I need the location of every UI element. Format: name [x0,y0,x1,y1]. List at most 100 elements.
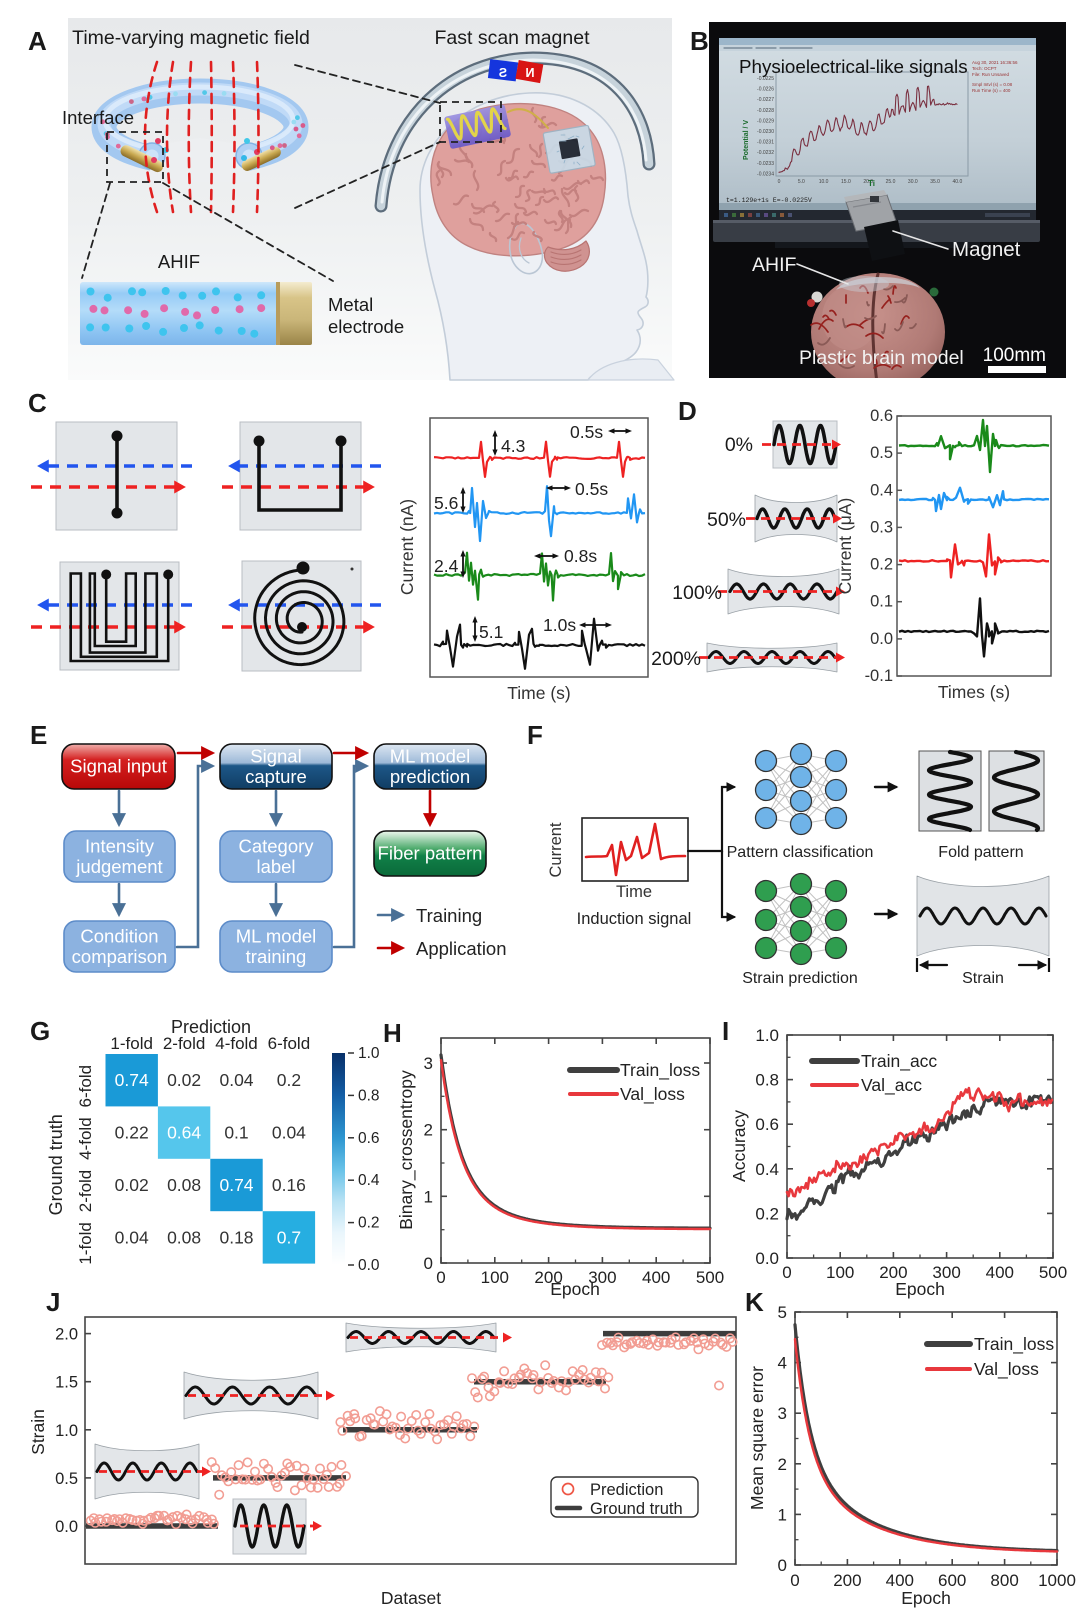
svg-text:N: N [525,66,534,80]
svg-text:0.6: 0.6 [358,1130,380,1147]
svg-text:J: J [46,1287,60,1317]
svg-text:Current (nA): Current (nA) [397,499,417,595]
svg-text:Accuracy: Accuracy [729,1110,749,1182]
svg-text:prediction: prediction [390,766,470,787]
svg-text:Val_loss: Val_loss [620,1084,685,1105]
svg-text:5.6: 5.6 [434,493,458,513]
svg-text:0.0: 0.0 [870,630,893,648]
svg-text:Val_acc: Val_acc [861,1075,922,1096]
svg-text:800: 800 [990,1571,1018,1590]
svg-text:AHIF: AHIF [158,251,200,272]
svg-text:G: G [30,1016,50,1046]
svg-text:-0.0230: -0.0230 [757,129,774,135]
svg-text:Ti: Ti [868,179,875,188]
svg-text:2-fold: 2-fold [163,1034,206,1053]
svg-text:Interface: Interface [62,107,134,128]
svg-text:0.16: 0.16 [272,1175,306,1195]
svg-text:Condition: Condition [80,925,158,946]
svg-text:0.2: 0.2 [358,1215,380,1232]
svg-text:-0.0233: -0.0233 [757,161,774,167]
svg-text:4.3: 4.3 [501,436,525,456]
svg-text:6-fold: 6-fold [76,1065,95,1108]
svg-text:0.2: 0.2 [277,1070,301,1090]
svg-text:50%: 50% [707,509,746,531]
svg-text:25.0: 25.0 [886,179,896,185]
svg-text:Physioelectrical-like signals: Physioelectrical-like signals [739,56,968,77]
svg-text:1000: 1000 [1038,1571,1076,1590]
svg-text:4: 4 [778,1354,787,1373]
svg-text:Potential / V: Potential / V [743,120,750,160]
svg-text:600: 600 [938,1571,966,1590]
svg-text:Prediction: Prediction [171,1017,251,1037]
svg-text:Times (s): Times (s) [938,682,1010,702]
svg-text:400: 400 [886,1571,914,1590]
svg-text:0.02: 0.02 [115,1175,149,1195]
svg-text:15.0: 15.0 [841,179,851,185]
svg-text:10.0: 10.0 [819,179,829,185]
svg-text:100: 100 [826,1263,854,1282]
svg-text:100: 100 [481,1268,509,1287]
svg-text:6-fold: 6-fold [268,1034,311,1053]
svg-text:2.4: 2.4 [434,556,459,576]
svg-text:Category: Category [238,835,314,856]
svg-text:400: 400 [642,1268,670,1287]
svg-text:Fiber pattern: Fiber pattern [378,843,483,864]
svg-text:ML model: ML model [390,745,471,766]
svg-text:0.04: 0.04 [115,1227,149,1247]
svg-text:training: training [246,946,307,967]
svg-text:0.5s: 0.5s [570,422,603,442]
svg-text:500: 500 [1039,1263,1067,1282]
svg-text:Fast scan magnet: Fast scan magnet [435,27,591,49]
svg-text:E: E [30,720,47,750]
svg-text:Aug 30, 2021 16:36:56: Aug 30, 2021 16:36:56 [972,60,1018,65]
svg-text:File: Run Unsaved: File: Run Unsaved [972,72,1010,77]
svg-text:t=1.129e+1s E=-0.0225V: t=1.129e+1s E=-0.0225V [726,197,812,204]
svg-text:Train_loss: Train_loss [974,1334,1054,1355]
svg-text:Magnet: Magnet [952,238,1021,261]
svg-text:0.08: 0.08 [167,1175,201,1195]
svg-text:100mm: 100mm [983,345,1046,366]
svg-text:I: I [722,1016,729,1046]
svg-text:Binary_crossentropy: Binary_crossentropy [396,1070,417,1230]
svg-text:Strain: Strain [962,970,1004,987]
svg-text:0.5: 0.5 [55,1470,78,1488]
svg-text:0.08: 0.08 [167,1227,201,1247]
svg-text:Run Time (s) = 400: Run Time (s) = 400 [972,88,1011,93]
svg-text:label: label [256,856,295,877]
svg-text:5: 5 [778,1303,787,1322]
svg-text:0.6: 0.6 [870,407,893,425]
svg-text:Time (s): Time (s) [507,683,571,703]
svg-text:0: 0 [436,1268,445,1287]
svg-text:-0.0225: -0.0225 [757,76,774,82]
svg-text:2-fold: 2-fold [76,1170,95,1213]
svg-text:0.74: 0.74 [219,1175,253,1195]
svg-text:Strain: Strain [28,1409,48,1455]
svg-text:Fold pattern: Fold pattern [938,844,1023,861]
svg-text:S: S [499,66,507,80]
svg-text:1.0s: 1.0s [543,615,576,635]
svg-text:-0.0231: -0.0231 [757,140,774,146]
svg-text:40.0: 40.0 [953,179,963,185]
svg-text:Val_loss: Val_loss [974,1359,1039,1380]
svg-text:0.04: 0.04 [219,1070,253,1090]
svg-text:K: K [745,1287,764,1317]
svg-text:-0.0228: -0.0228 [757,108,774,114]
svg-text:electrode: electrode [328,316,404,337]
svg-text:0.02: 0.02 [167,1070,201,1090]
svg-text:0.6: 0.6 [755,1115,779,1134]
svg-text:Time: Time [616,883,652,901]
svg-text:Metal: Metal [328,294,373,315]
svg-text:20.0: 20.0 [863,179,873,185]
svg-text:F: F [527,720,543,750]
svg-text:0.8s: 0.8s [564,546,597,566]
svg-text:400: 400 [986,1263,1014,1282]
svg-text:Mean square error: Mean square error [747,1366,767,1510]
svg-text:C: C [28,388,47,418]
svg-text:500: 500 [696,1268,724,1287]
svg-text:4-fold: 4-fold [215,1034,258,1053]
svg-text:0: 0 [424,1254,433,1273]
svg-text:Signal: Signal [250,745,301,766]
svg-text:B: B [690,26,709,56]
svg-text:100%: 100% [672,582,722,604]
svg-text:capture: capture [245,766,307,787]
